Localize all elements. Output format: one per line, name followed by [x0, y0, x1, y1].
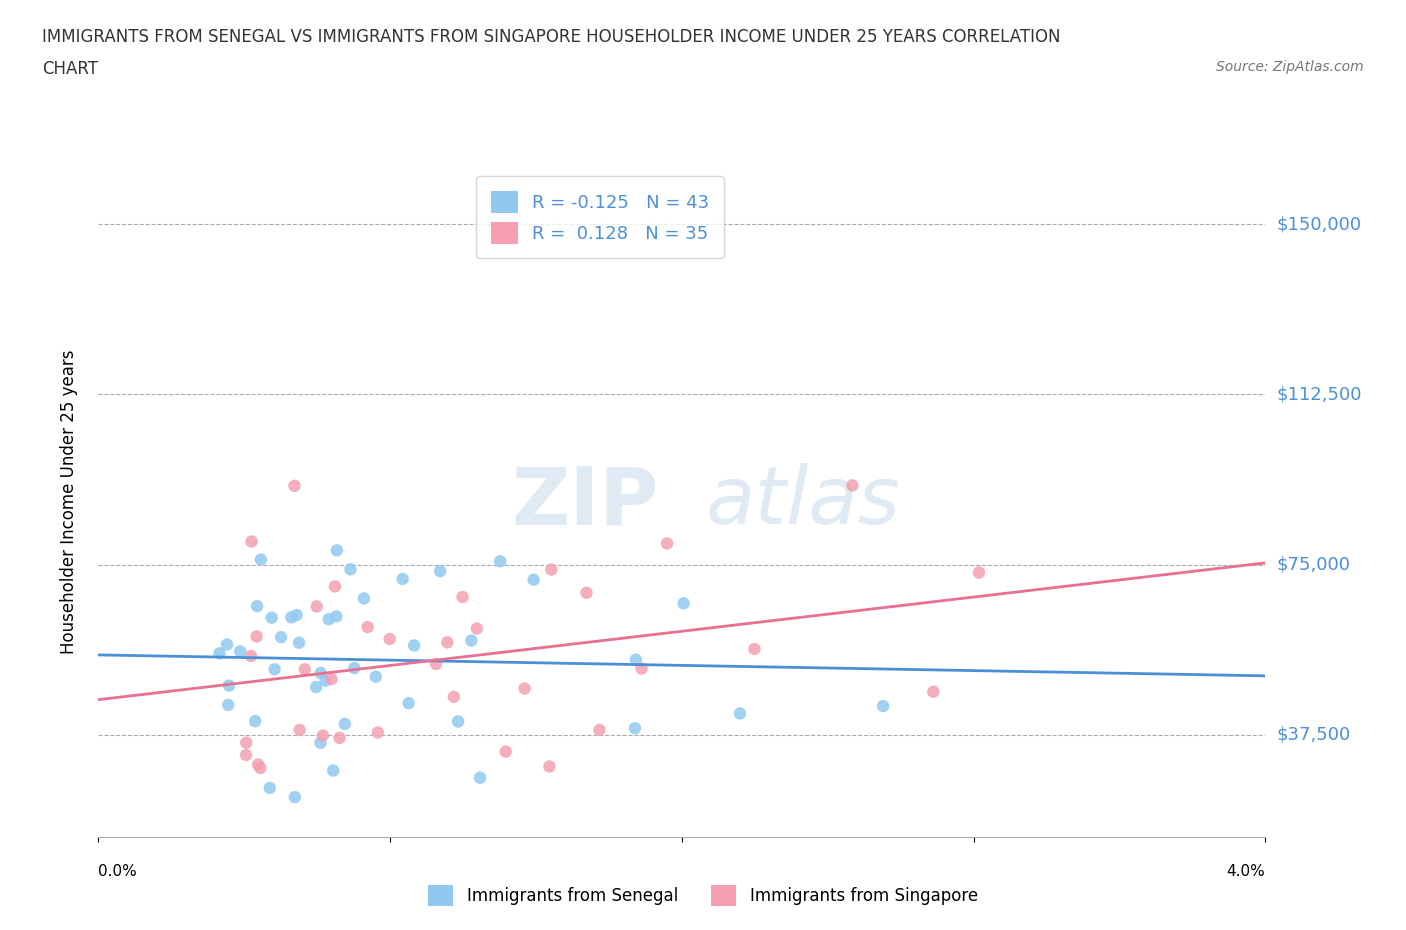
Point	[263, 662, 285, 677]
Point	[240, 534, 263, 549]
Point	[270, 630, 292, 644]
Legend: Immigrants from Senegal, Immigrants from Singapore: Immigrants from Senegal, Immigrants from…	[422, 879, 984, 912]
Point	[246, 599, 269, 614]
Point	[288, 635, 311, 650]
Text: atlas: atlas	[706, 463, 900, 541]
Point	[321, 671, 343, 686]
Point	[235, 748, 257, 763]
Text: $75,000: $75,000	[1277, 555, 1351, 574]
Text: $150,000: $150,000	[1277, 215, 1361, 233]
Point	[249, 761, 271, 776]
Point	[624, 652, 647, 667]
Point	[728, 706, 751, 721]
Point	[283, 478, 305, 493]
Point	[513, 681, 536, 696]
Point	[318, 612, 340, 627]
Point	[465, 621, 488, 636]
Point	[575, 585, 598, 600]
Point	[326, 543, 349, 558]
Point	[429, 564, 451, 578]
Point	[451, 590, 474, 604]
Point	[260, 610, 283, 625]
Point	[343, 660, 366, 675]
Point	[447, 714, 470, 729]
Point	[250, 552, 273, 567]
Point	[215, 637, 238, 652]
Point	[305, 680, 328, 695]
Point	[538, 759, 561, 774]
Y-axis label: Householder Income Under 25 years: Householder Income Under 25 years	[59, 350, 77, 655]
Point	[967, 565, 990, 580]
Point	[378, 631, 401, 646]
Text: $37,500: $37,500	[1277, 725, 1351, 744]
Text: $112,500: $112,500	[1277, 385, 1362, 404]
Point	[235, 736, 257, 751]
Point	[744, 642, 766, 657]
Point	[229, 644, 252, 658]
Point	[436, 635, 458, 650]
Text: 0.0%: 0.0%	[98, 864, 138, 879]
Point	[353, 591, 375, 605]
Point	[218, 678, 240, 693]
Point	[322, 764, 344, 778]
Point	[489, 553, 512, 568]
Point	[460, 633, 482, 648]
Point	[309, 736, 332, 751]
Point	[672, 596, 695, 611]
Point	[247, 757, 270, 772]
Legend: R = -0.125   N = 43, R =  0.128   N = 35: R = -0.125 N = 43, R = 0.128 N = 35	[477, 177, 724, 259]
Point	[404, 638, 426, 653]
Point	[280, 610, 302, 625]
Point	[208, 646, 231, 661]
Point	[540, 562, 562, 577]
Point	[246, 629, 269, 644]
Point	[285, 607, 308, 622]
Point	[245, 713, 267, 728]
Point	[217, 698, 239, 712]
Point	[329, 730, 352, 745]
Point	[443, 689, 465, 704]
Point	[398, 696, 420, 711]
Point	[367, 725, 389, 740]
Point	[841, 478, 863, 493]
Point	[239, 648, 262, 663]
Point	[339, 562, 361, 577]
Point	[309, 666, 332, 681]
Point	[325, 609, 347, 624]
Text: CHART: CHART	[42, 60, 98, 78]
Point	[588, 723, 610, 737]
Point	[468, 770, 491, 785]
Point	[523, 572, 546, 587]
Text: 4.0%: 4.0%	[1226, 864, 1265, 879]
Point	[356, 619, 378, 634]
Point	[284, 790, 307, 804]
Point	[630, 661, 652, 676]
Point	[872, 698, 894, 713]
Point	[288, 723, 311, 737]
Text: Source: ZipAtlas.com: Source: ZipAtlas.com	[1216, 60, 1364, 74]
Text: IMMIGRANTS FROM SENEGAL VS IMMIGRANTS FROM SINGAPORE HOUSEHOLDER INCOME UNDER 25: IMMIGRANTS FROM SENEGAL VS IMMIGRANTS FR…	[42, 28, 1060, 46]
Point	[305, 599, 328, 614]
Point	[323, 579, 346, 594]
Point	[315, 673, 337, 688]
Text: ZIP: ZIP	[512, 463, 658, 541]
Point	[425, 657, 447, 671]
Point	[391, 572, 413, 587]
Point	[259, 780, 281, 795]
Point	[333, 716, 356, 731]
Point	[495, 744, 517, 759]
Point	[364, 670, 387, 684]
Point	[312, 728, 335, 743]
Point	[655, 536, 678, 551]
Point	[922, 684, 945, 699]
Point	[624, 721, 647, 736]
Point	[294, 662, 316, 677]
